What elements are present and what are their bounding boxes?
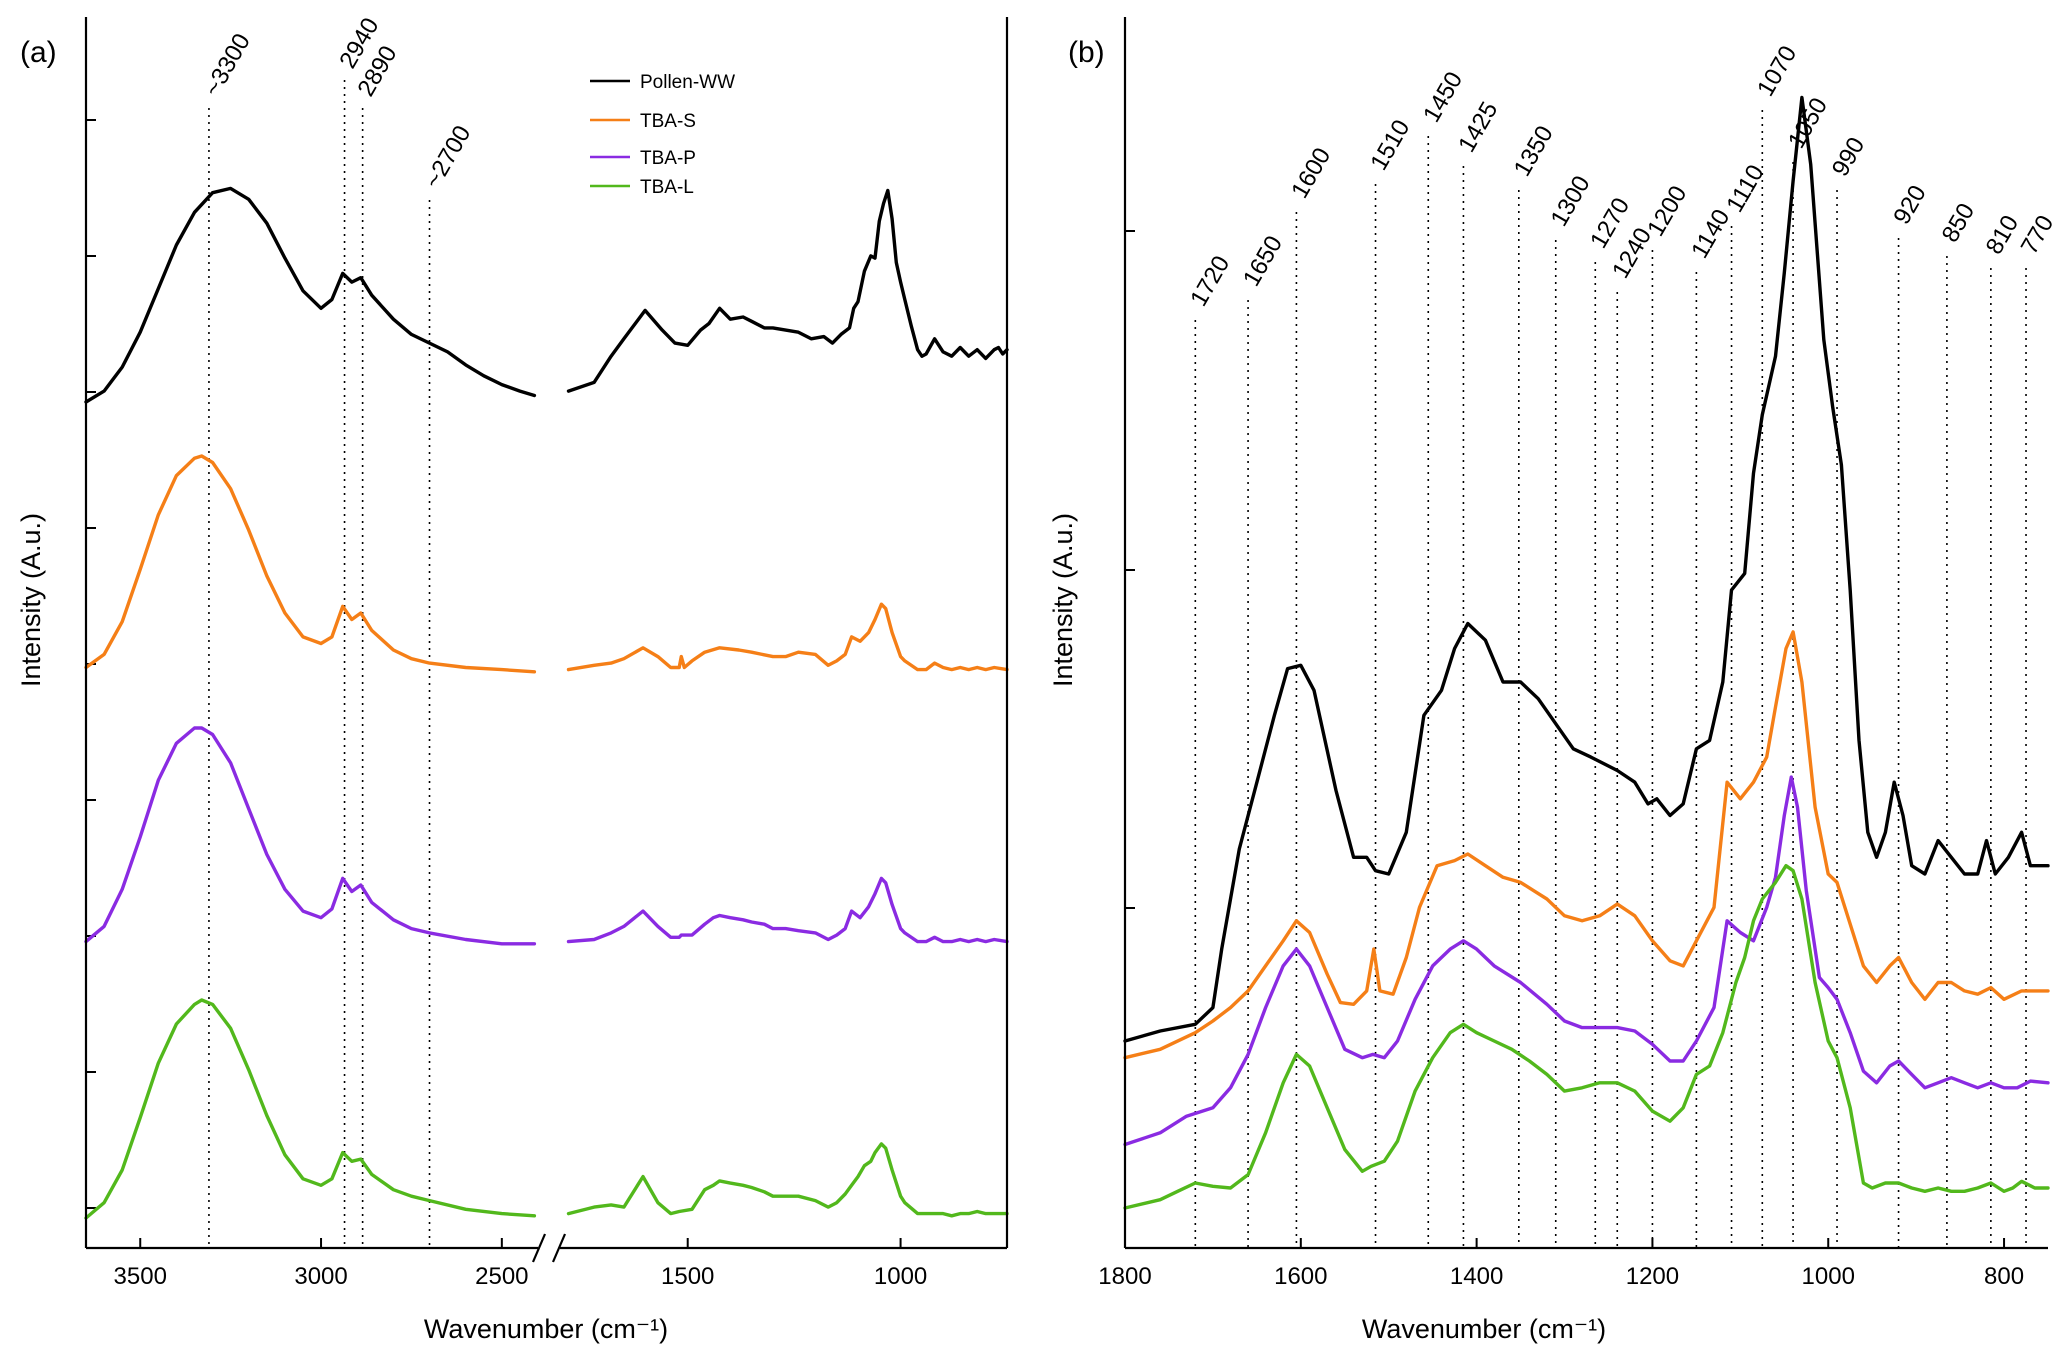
panel-a-x-tick-label: 1000 <box>874 1263 927 1290</box>
panel-b-peak-label-1450: 1450 <box>1418 67 1468 127</box>
panel-b-y-axis-title: Intensity (A.u.) <box>1048 513 1078 687</box>
panel-a-series-tba-p-left <box>84 726 537 946</box>
panel-a-x-tick-labels: 3500 3000 2500 1500 1000 <box>114 1263 928 1290</box>
panel-b-x-tick-label: 1200 <box>1626 1263 1679 1290</box>
panel-b-peak-label-920: 920 <box>1888 181 1931 229</box>
panel-a-x-tick-label: 1500 <box>661 1263 714 1290</box>
panel-b-peak-label-1350: 1350 <box>1509 121 1559 181</box>
panel-b-x-tick-label: 1600 <box>1274 1263 1327 1290</box>
panel-a-axis-break-mark-2 <box>551 1233 567 1263</box>
panel-b-peak-label-1720: 1720 <box>1185 251 1235 311</box>
panel-b-guide-lines <box>1194 110 2027 1248</box>
panel-b-label: (b) <box>1068 36 1105 69</box>
panel-a-series-pollen-ww-left <box>84 186 537 404</box>
panel-a-series-tba-s-right <box>566 602 1009 672</box>
panel-b-series-tba-s <box>1123 630 2050 1060</box>
panel-b-peak-label-810: 810 <box>1981 211 2024 259</box>
panel-a-series-tba-s-left <box>84 454 537 674</box>
panel-b-x-axis-title: Wavenumber (cm⁻¹) <box>1362 1314 1606 1344</box>
panel-a-y-axis-title: Intensity (A.u.) <box>16 513 46 687</box>
panel-a-x-axis-title: Wavenumber (cm⁻¹) <box>424 1314 668 1344</box>
panel-b-peak-label-1425: 1425 <box>1453 97 1503 157</box>
panel-b-series-tba-p <box>1123 775 2050 1147</box>
panel-b-tick-marks <box>1124 230 2006 1249</box>
panel-b-peak-label-1200: 1200 <box>1642 181 1692 241</box>
legend-label-tba-l: TBA-L <box>640 177 694 198</box>
panel-b-x-tick-label: 1000 <box>1802 1263 1855 1290</box>
panel-a: (a) Intensity (A.u.) Wavenumber (cm⁻¹) ~… <box>16 13 1009 1344</box>
panel-a-legend: Pollen-WW TBA-S TBA-P TBA-L <box>590 72 735 198</box>
panel-a-peak-label-2700: ~2700 <box>419 121 476 193</box>
panel-a-guide-lines <box>208 80 431 1248</box>
panel-b: (b) Intensity (A.u.) Wavenumber (cm⁻¹) 1… <box>1048 17 2059 1344</box>
panel-a-x-tick-label: 2500 <box>475 1263 528 1290</box>
panel-b-peak-label-1510: 1510 <box>1365 115 1415 175</box>
legend-label-pollen-ww: Pollen-WW <box>640 72 735 93</box>
panel-b-peak-label-990: 990 <box>1827 133 1870 181</box>
legend-label-tba-s: TBA-S <box>640 111 696 132</box>
panel-a-series-tba-l-right <box>566 1142 1009 1218</box>
panel-b-x-tick-label: 1800 <box>1098 1263 1151 1290</box>
panel-b-x-tick-label: 800 <box>1984 1263 2024 1290</box>
panel-a-label: (a) <box>20 36 57 69</box>
panel-b-peak-label-1050: 1050 <box>1783 93 1833 153</box>
legend-label-tba-p: TBA-P <box>640 148 696 169</box>
panel-a-curves <box>84 186 1009 1220</box>
panel-b-peak-label-770: 770 <box>2016 211 2059 259</box>
panel-a-peak-label-3300: ~3300 <box>199 29 256 101</box>
panel-b-curves <box>1123 95 2050 1210</box>
panel-b-x-tick-labels: 1800 1600 1400 1200 1000 800 <box>1098 1263 2024 1290</box>
panel-a-x-tick-label: 3000 <box>294 1263 347 1290</box>
panel-b-peak-label-1600: 1600 <box>1286 143 1336 203</box>
panel-a-x-tick-label: 3500 <box>114 1263 167 1290</box>
panel-b-series-tba-l <box>1123 864 2050 1210</box>
panel-a-series-tba-l-left <box>84 998 537 1220</box>
panel-b-peak-label-850: 850 <box>1937 199 1980 247</box>
panel-b-x-tick-label: 1400 <box>1450 1263 1503 1290</box>
panel-a-series-pollen-ww-right <box>566 188 1009 393</box>
panel-b-peak-label-1650: 1650 <box>1238 231 1288 291</box>
panel-a-axis-break-mark-1 <box>531 1233 547 1263</box>
panel-b-peak-label-1070: 1070 <box>1752 41 1802 101</box>
panel-a-series-tba-p-right <box>566 876 1009 944</box>
panel-b-series-pollen-ww <box>1123 95 2050 1043</box>
panel-b-peak-label-1140: 1140 <box>1686 205 1735 263</box>
panel-b-peak-label-1300: 1300 <box>1546 171 1596 231</box>
